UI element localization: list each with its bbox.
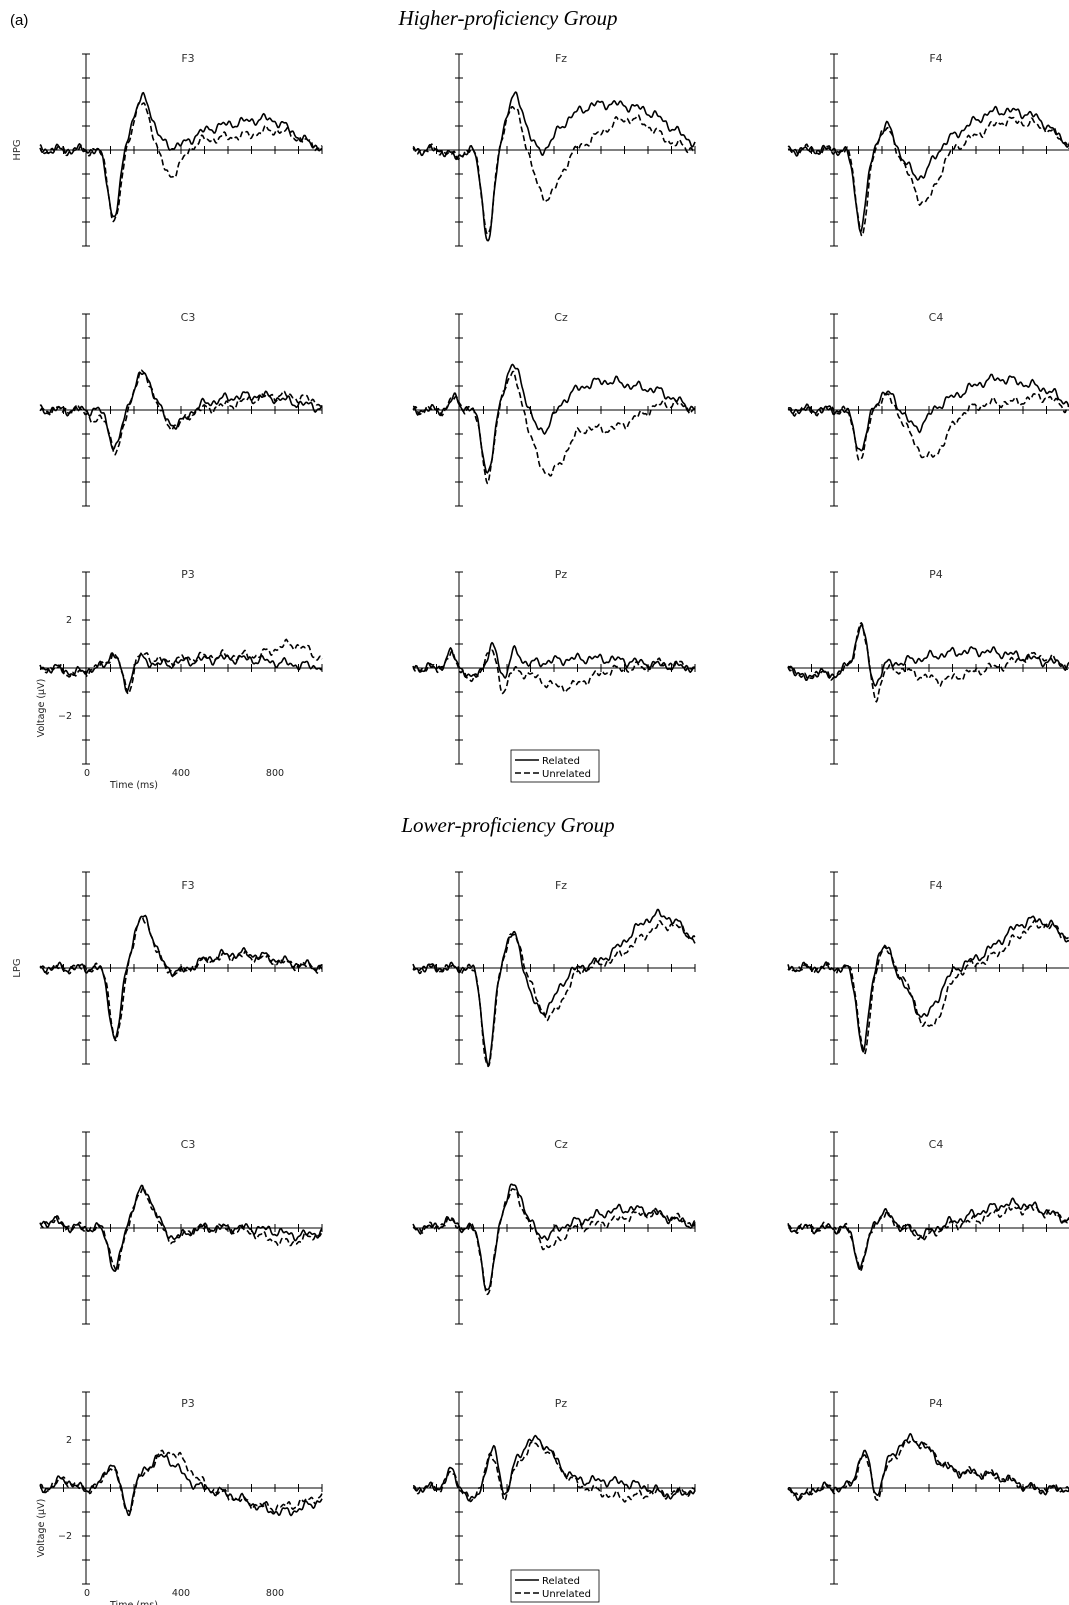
waveform-unrelated [39,102,323,223]
electrode-label: C4 [929,311,944,324]
waveform-related [39,371,323,451]
waveform-unrelated [39,915,323,1042]
x-axis-label: Time (ms) [109,780,158,791]
erp-plot-hpg-fz: Fz [412,52,696,247]
waveform-unrelated [39,638,323,695]
erp-plot-lpg-c3: C3 [39,1131,323,1325]
waveform-unrelated [787,393,1069,462]
erp-plot-lpg-p4: P4 [787,1391,1069,1585]
erp-plot-lpg-c4: C4 [787,1131,1069,1325]
waveform-related [787,915,1069,1053]
erp-plot-lpg-p3: P3 2 −2 0 400 800 Time (ms) Voltage (µV) [36,1391,323,1605]
x-tick-label: 800 [266,768,284,779]
electrode-label: P4 [929,568,943,581]
electrode-label: Cz [554,1138,568,1151]
waveform-unrelated [787,1438,1069,1501]
erp-plot-hpg-pz: Pz Related Unrelated [412,568,696,783]
electrode-label: F4 [929,879,942,892]
legend: Related Unrelated [510,1569,600,1603]
x-tick-label: 400 [172,1588,190,1599]
waveform-unrelated [412,1188,696,1296]
erp-plot-lpg-fz: Fz [412,871,696,1068]
waveform-related [39,652,323,693]
waveform-unrelated [787,622,1069,703]
y-tick-label: 2 [66,1435,72,1446]
x-tick-label: 0 [84,768,90,779]
waveform-related [787,373,1069,452]
electrode-label: P3 [181,568,195,581]
waveform-unrelated [413,1441,696,1503]
electrode-label: F4 [929,52,942,65]
waveform-related [412,1434,696,1502]
electrode-label: Fz [555,52,567,65]
group-side-label: HPG [12,139,23,160]
electrode-label: C4 [929,1138,944,1151]
erp-plot-hpg-c3: C3 [39,311,323,507]
electrode-label: F3 [181,52,194,65]
waveform-related [412,641,696,679]
erp-plot-hpg-p4: P4 [787,568,1069,765]
erp-plot-hpg-c4: C4 [787,311,1069,507]
waveform-unrelated [412,649,696,695]
electrode-label: C3 [181,311,196,324]
y-axis-label: Voltage (µV) [36,1499,47,1558]
erp-plot-lpg-pz: Pz Related Unrelated [412,1391,696,1603]
waveform-unrelated [39,1186,323,1272]
waveform-unrelated [787,919,1069,1055]
waveform-related [412,908,696,1067]
waveform-related [39,91,323,218]
x-tick-label: 0 [84,1588,90,1599]
y-tick-label: −2 [58,711,72,722]
legend-label-related: Related [542,756,580,767]
waveform-related [787,105,1069,233]
electrode-label: Pz [555,1397,568,1410]
electrode-label: Cz [554,311,568,324]
x-axis-label: Time (ms) [109,1600,158,1605]
waveform-unrelated [39,369,323,456]
electrode-label: Pz [555,568,568,581]
erp-plot-hpg-f3: F3 [39,52,323,247]
waveform-unrelated [412,370,696,485]
y-tick-label: −2 [58,1531,72,1542]
y-tick-label: 2 [66,615,72,626]
electrode-label: P4 [929,1397,943,1410]
erp-plot-lpg-f3: F3 [39,871,323,1065]
x-tick-label: 800 [266,1588,284,1599]
group-title-lower: Lower-proficiency Group [400,813,614,837]
waveform-related [39,1453,323,1517]
electrode-label: P3 [181,1397,195,1410]
waveform-related [787,1197,1069,1270]
electrode-label: F3 [181,879,194,892]
legend-label-related: Related [542,1576,580,1587]
waveform-related [412,363,696,474]
waveform-related [412,91,696,242]
waveform-unrelated [787,116,1069,237]
x-tick-label: 400 [172,768,190,779]
erp-plot-lpg-cz: Cz [412,1131,696,1325]
erp-plot-hpg-p3: P3 2 −2 0 400 800 Time (ms) Voltage (µV) [36,568,323,791]
legend-label-unrelated: Unrelated [542,1589,591,1600]
waveform-related [412,1183,696,1291]
erp-plot-hpg-cz: Cz [412,311,696,507]
panel-label: (a) [10,12,28,29]
waveform-unrelated [787,1204,1069,1272]
erp-plot-lpg-f4: F4 [787,871,1069,1065]
waveform-related [39,914,323,1040]
legend-label-unrelated: Unrelated [542,769,591,780]
y-axis-label: Voltage (µV) [36,679,47,738]
erp-plot-hpg-f4: F4 [787,52,1069,247]
group-side-label: LPG [12,958,23,977]
waveform-related [39,1184,323,1272]
electrode-label: Fz [555,879,567,892]
electrode-label: C3 [181,1138,196,1151]
group-title-higher: Higher-proficiency Group [397,6,617,30]
legend: Related Unrelated [510,749,600,783]
waveform-unrelated [412,920,696,1068]
waveform-unrelated [39,1449,323,1514]
